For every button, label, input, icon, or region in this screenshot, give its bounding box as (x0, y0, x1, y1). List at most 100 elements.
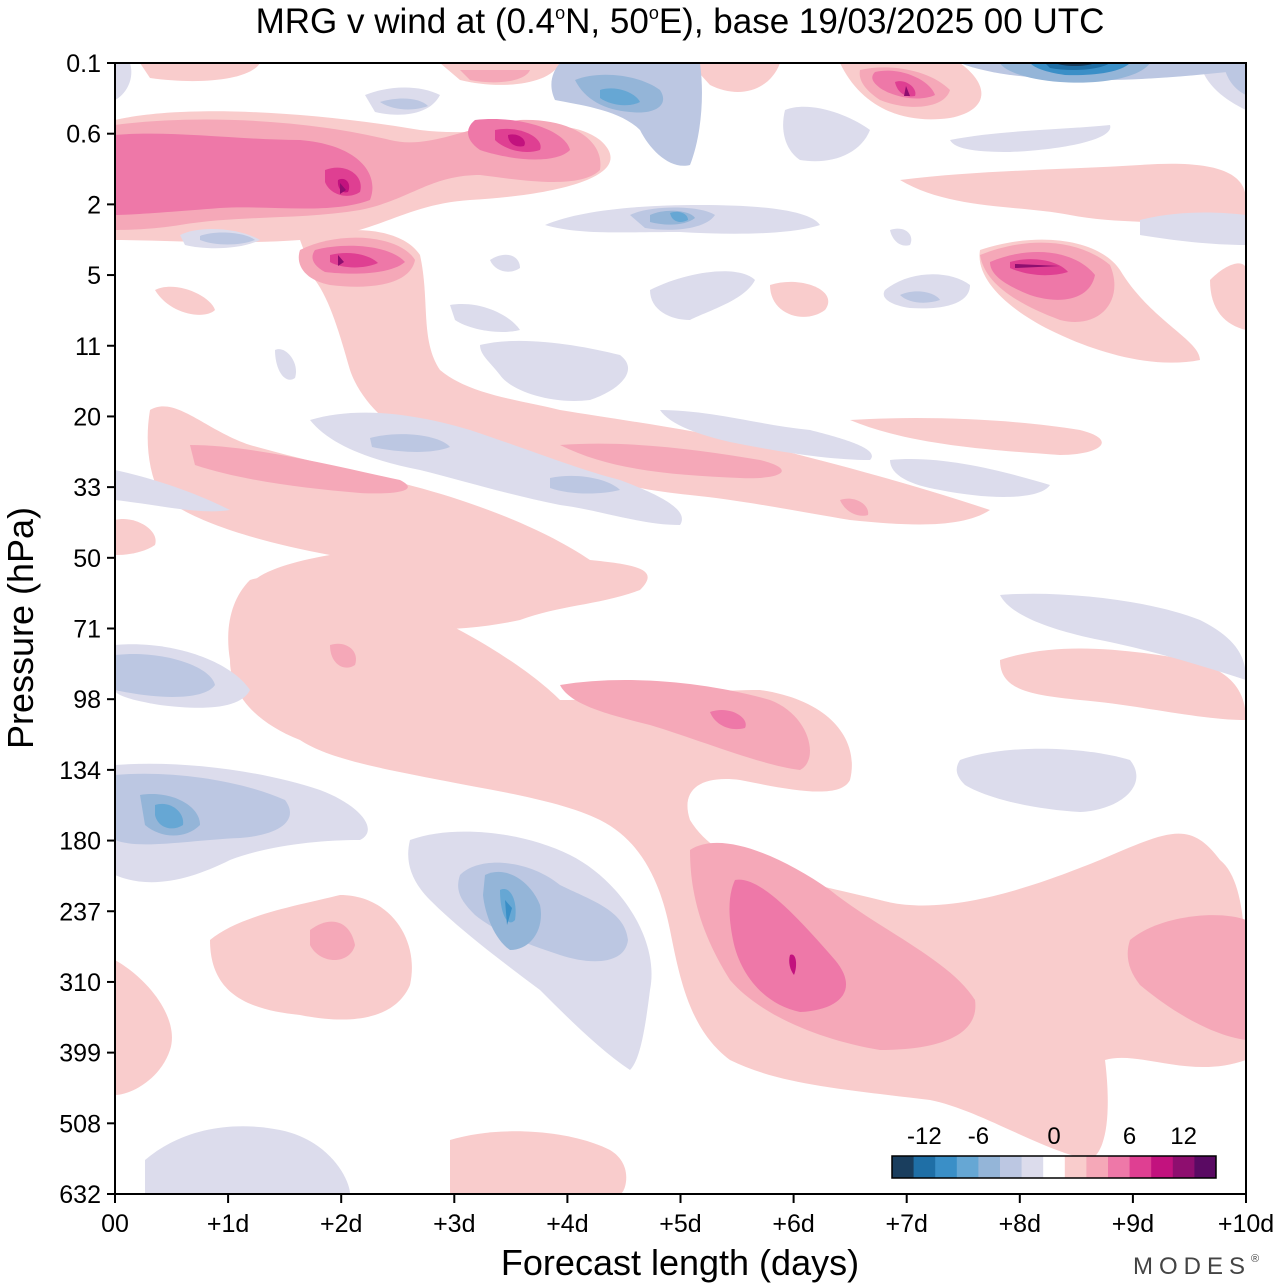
contour-band (895, 81, 916, 97)
colorbar-swatch (1064, 1156, 1087, 1178)
x-tick-label: +6d (772, 1210, 814, 1238)
contour-band (904, 86, 910, 96)
contour-band (1225, 68, 1246, 95)
contour-band (1000, 648, 1246, 720)
contour-band (115, 133, 373, 215)
y-tick-label: 0.6 (66, 121, 101, 149)
contour-band (1127, 915, 1246, 1040)
contour-band (275, 349, 296, 380)
contour-band (210, 895, 412, 1020)
x-tick-label: 00 (101, 1210, 129, 1238)
x-axis-title: Forecast length (days) (501, 1242, 859, 1283)
colorbar-label: 6 (1123, 1123, 1136, 1150)
contour-band (140, 63, 260, 82)
contour-band (115, 519, 156, 555)
contour-band (729, 879, 847, 1012)
colorbar-swatch (1086, 1156, 1109, 1178)
colorbar-frame (891, 1155, 1217, 1179)
x-tick-label: +7d (885, 1210, 927, 1238)
contour-band (480, 340, 629, 401)
contour-band (900, 291, 940, 303)
contour-band (450, 304, 520, 332)
contour-band (600, 88, 640, 106)
contour-band (115, 960, 172, 1095)
contour-band (670, 211, 688, 222)
contour-band (1010, 1065, 1029, 1090)
contour-band (1015, 264, 1060, 268)
contour-band (650, 271, 755, 320)
colorbar-swatch (935, 1156, 958, 1178)
y-tick-label: 2 (87, 191, 101, 219)
contour-band (560, 680, 810, 770)
colorbar-label: -6 (968, 1123, 989, 1150)
y-tick-label: 11 (75, 333, 101, 361)
y-tick-label: 632 (59, 1181, 101, 1209)
colorbar-swatch (913, 1156, 936, 1178)
contour-band (770, 281, 829, 317)
contour-band (508, 134, 525, 147)
contour-band (190, 445, 408, 494)
contour-band (460, 70, 530, 83)
colorbar: -12 -6 0 6 12 (891, 1123, 1217, 1179)
colorbar-swatch (1172, 1156, 1195, 1178)
contour-band (1000, 593, 1246, 680)
y-tick-label: 50 (73, 545, 101, 573)
contour-band (560, 443, 782, 479)
contour-band (340, 183, 346, 194)
x-tick-label: +5d (659, 1210, 701, 1238)
contour-band (310, 921, 355, 960)
y-tick-label: 98 (73, 686, 101, 714)
y-axis-title: Pressure (hPa) (0, 507, 41, 749)
y-tick-label: 237 (59, 898, 101, 926)
contour-band (145, 1126, 350, 1194)
y-tick-label: 71 (73, 616, 101, 644)
contour-layer (115, 63, 1246, 1194)
x-tick-label: +2d (320, 1210, 362, 1238)
contour-band (115, 654, 215, 697)
colorbar-label: -12 (907, 1123, 942, 1150)
contour-band (550, 475, 620, 494)
contour-band (370, 434, 450, 452)
colorbar-swatch (978, 1156, 1001, 1178)
y-tick-label: 20 (73, 403, 101, 431)
colorbar-swatch (1043, 1156, 1066, 1178)
x-tick-label: +9d (1112, 1210, 1154, 1238)
contour-band (956, 748, 1137, 812)
chart-title: MRG v wind at (0.4oN, 50oE), base 19/03/… (256, 2, 1105, 41)
colorbar-label: 12 (1170, 1123, 1197, 1150)
contour-band (890, 459, 1050, 497)
colorbar-label: 0 (1047, 1123, 1060, 1150)
contour-band (890, 228, 912, 246)
colorbar-swatch (1129, 1156, 1152, 1178)
contour-band (900, 163, 1246, 230)
colorbar-swatch (892, 1156, 915, 1178)
colorbar-swatch (956, 1156, 979, 1178)
contour-band (710, 710, 746, 730)
y-tick-label: 134 (59, 757, 101, 785)
y-tick-label: 33 (73, 474, 101, 502)
contour-band (1210, 263, 1246, 330)
contour-band (450, 1131, 627, 1194)
y-tick-label: 0.1 (66, 50, 101, 78)
contour-band (200, 232, 255, 245)
contour-band (380, 98, 428, 110)
contour-band (155, 286, 215, 315)
contour-band (850, 418, 1102, 455)
contour-band (115, 63, 132, 100)
contour-band (840, 498, 869, 516)
colorbar-swatch (1000, 1156, 1023, 1178)
colorbar-swatch (1108, 1156, 1131, 1178)
y-tick-label: 508 (59, 1110, 101, 1138)
colorbar-swatch (1021, 1156, 1044, 1178)
x-tick-label: +10d (1218, 1210, 1274, 1238)
x-tick-label: +4d (546, 1210, 588, 1238)
contour-band (490, 254, 520, 272)
contour-band (660, 410, 872, 460)
contour-band (115, 470, 230, 512)
contour-band (330, 252, 378, 268)
contour-band (1010, 259, 1068, 276)
y-tick-label: 5 (87, 262, 101, 290)
colorbar-swatch (1194, 1156, 1217, 1178)
colorbar-swatch (1151, 1156, 1174, 1178)
y-tick-label: 180 (59, 828, 101, 856)
